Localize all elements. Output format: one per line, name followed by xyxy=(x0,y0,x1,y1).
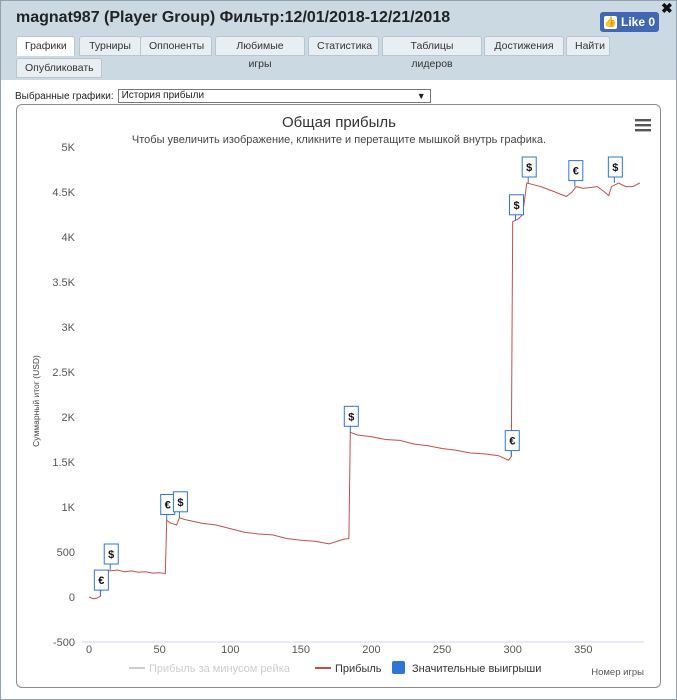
graph-selector-value: История прибыли xyxy=(121,90,205,101)
window-header: magnat987 (Player Group) Фильтр:12/01/20… xyxy=(1,0,676,80)
big-win-flag[interactable]: $ xyxy=(103,543,119,570)
y-tick-label: 1K xyxy=(62,502,76,514)
flag-label: € xyxy=(98,575,104,587)
y-tick-label: 0 xyxy=(69,592,75,604)
profit-series-line xyxy=(88,182,641,600)
flag-label: $ xyxy=(526,162,532,174)
flag-label: € xyxy=(165,500,171,512)
y-tick-label: 2K xyxy=(62,412,76,424)
legend-label-profit: Прибыль xyxy=(335,663,382,675)
legend-item-big-wins[interactable]: Значительные выигрыши xyxy=(392,661,541,675)
y-tick-label: 3K xyxy=(62,322,76,334)
big-win-flag[interactable]: $ xyxy=(343,405,359,433)
tab-favorite-games[interactable]: Любимые игры xyxy=(215,36,305,70)
flag-label: $ xyxy=(513,200,519,212)
legend-label-big-wins: Значительные выигрыши xyxy=(412,663,541,675)
x-tick-label: 50 xyxy=(154,644,166,656)
close-icon[interactable]: ✖ xyxy=(661,0,673,16)
legend-item-rake-profit[interactable]: Прибыль за минусом рейка xyxy=(129,663,291,675)
y-tick-label: 4K xyxy=(62,232,76,244)
menu-icon[interactable] xyxy=(635,119,651,132)
y-tick-label: -500 xyxy=(53,637,75,649)
y-tick-label: 2.5K xyxy=(52,367,75,379)
flag-box xyxy=(509,194,525,216)
profit-chart[interactable]: Общая прибыль Чтобы увеличить изображени… xyxy=(17,105,662,689)
x-tick-label: 250 xyxy=(433,644,451,656)
legend-label-rake-profit: Прибыль за минусом рейка xyxy=(149,663,291,675)
facebook-like-button[interactable]: 👍 Like 0 xyxy=(600,12,659,32)
x-tick-label: 200 xyxy=(362,644,380,656)
big-wins-flags: € $ € $ $ € $ $ € $ xyxy=(93,156,623,597)
flag-box xyxy=(93,569,109,591)
tab-tournaments[interactable]: Турниры xyxy=(79,36,141,56)
graph-selector-label: Выбранные графики: xyxy=(15,90,114,102)
flag-box xyxy=(504,430,520,452)
flag-label: $ xyxy=(108,549,114,561)
graph-selector-dropdown[interactable]: История прибыли ▼ xyxy=(117,89,431,103)
legend-item-profit[interactable]: Прибыль xyxy=(315,663,382,675)
tab-statistics[interactable]: Статистика xyxy=(308,36,379,56)
flag-box xyxy=(103,543,119,565)
facebook-like-label: Like 0 xyxy=(621,15,656,29)
chart-title: Общая прибыль xyxy=(282,114,396,131)
big-win-flag[interactable]: € xyxy=(160,494,176,521)
flag-label: € xyxy=(509,436,515,448)
x-axis-label: Номер игры xyxy=(591,667,644,678)
big-win-flag[interactable]: $ xyxy=(607,156,623,183)
y-tick-label: 4.5K xyxy=(52,187,75,199)
big-win-flag[interactable]: € xyxy=(504,430,520,457)
x-tick-label: 350 xyxy=(574,644,592,656)
chart-subtitle: Чтобы увеличить изображение, кликните и … xyxy=(132,134,546,146)
tab-opponents[interactable]: Оппоненты xyxy=(140,36,212,56)
x-tick-label: 100 xyxy=(221,644,239,656)
tab-search[interactable]: Найти xyxy=(566,36,610,56)
x-axis-ticks: 0 50 100 150 200 250 300 350 xyxy=(86,644,592,656)
y-tick-label: 5K xyxy=(62,142,76,154)
big-win-flag[interactable]: $ xyxy=(172,491,188,518)
tab-publish[interactable]: Опубликовать xyxy=(16,58,102,78)
page-title: magnat987 (Player Group) Фильтр:12/01/20… xyxy=(16,9,451,26)
y-axis-ticks: -500 0 500 1K 1.5K 2K 2.5K 3K 3.5K 4K 4.5K 5K xyxy=(52,142,75,649)
big-win-flag[interactable]: $ xyxy=(509,194,525,221)
flag-box xyxy=(172,491,188,513)
thumbs-up-icon: 👍 xyxy=(604,15,617,29)
flag-box xyxy=(568,160,584,182)
flag-label: $ xyxy=(348,411,354,423)
flag-box xyxy=(521,156,537,178)
graph-selector-row: Выбранные графики: История прибыли ▼ xyxy=(15,89,431,103)
flag-box xyxy=(343,405,359,427)
big-win-flag[interactable]: € xyxy=(568,160,584,187)
flag-label: $ xyxy=(177,497,183,509)
flag-label: € xyxy=(573,166,579,178)
y-axis-label: Суммарный итог (USD) xyxy=(31,355,41,447)
tab-achievements[interactable]: Достижения xyxy=(484,36,564,56)
chevron-down-icon: ▼ xyxy=(416,91,426,101)
big-win-flag[interactable]: $ xyxy=(521,156,537,183)
x-tick-label: 0 xyxy=(86,644,92,656)
chart-legend: Прибыль за минусом рейка Прибыль Значите… xyxy=(129,661,541,675)
x-tick-label: 150 xyxy=(292,644,310,656)
x-tick-label: 300 xyxy=(503,644,521,656)
chart-container[interactable]: Общая прибыль Чтобы увеличить изображени… xyxy=(16,104,661,688)
tab-graphs[interactable]: Графики xyxy=(16,36,75,56)
flag-box xyxy=(607,156,623,178)
tab-leaderboards[interactable]: Таблицы лидеров xyxy=(382,36,482,70)
y-tick-label: 1.5K xyxy=(52,457,75,469)
y-tick-label: 500 xyxy=(57,547,75,559)
big-win-flag[interactable]: € xyxy=(93,569,109,597)
flag-label: $ xyxy=(612,162,618,174)
y-tick-label: 3.5K xyxy=(52,277,75,289)
